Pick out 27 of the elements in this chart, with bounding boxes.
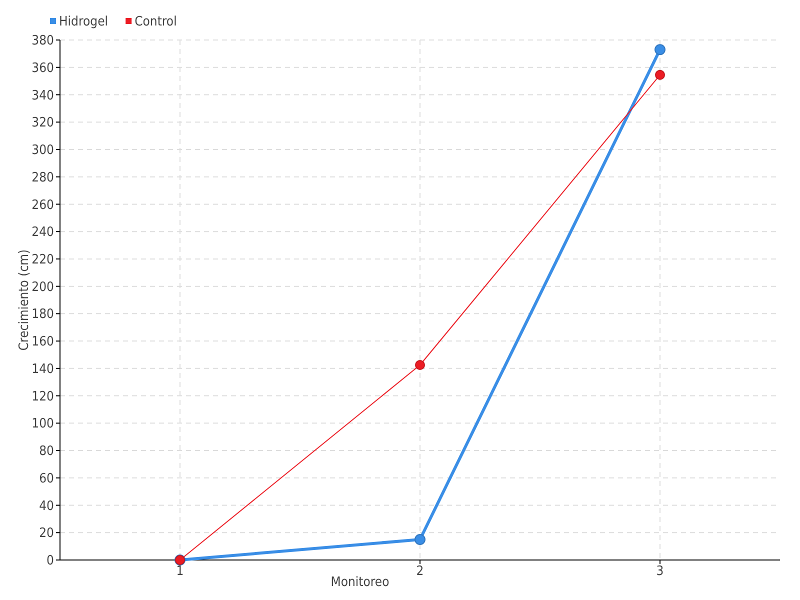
y-tick-label: 20 xyxy=(39,526,54,542)
y-tick-label: 120 xyxy=(32,389,54,404)
x-tick-label: 2 xyxy=(416,564,424,579)
y-tick-label: 320 xyxy=(32,116,54,131)
y-tick-label: 80 xyxy=(39,444,54,460)
y-tick-label: 0 xyxy=(46,554,54,569)
legend-label: Control xyxy=(134,14,177,30)
y-tick-label: 100 xyxy=(32,416,54,432)
y-tick-label: 180 xyxy=(32,307,54,322)
y-tick-label: 340 xyxy=(32,88,54,104)
y-tick-label: 360 xyxy=(32,60,54,76)
y-tick-label: 260 xyxy=(32,198,54,213)
y-tick-label: 220 xyxy=(32,252,54,268)
y-tick-label: 60 xyxy=(39,471,54,486)
x-axis-title: Monitoreo xyxy=(330,575,390,590)
y-tick-label: 200 xyxy=(32,280,54,295)
y-tick-label: 240 xyxy=(32,225,54,240)
y-tick-label: 140 xyxy=(32,362,54,377)
y-tick-label: 300 xyxy=(32,143,54,158)
y-tick-label: 380 xyxy=(32,34,54,49)
y-tick-label: 40 xyxy=(39,498,54,514)
x-tick-label: 3 xyxy=(656,564,664,579)
y-tick-label: 160 xyxy=(32,334,54,350)
x-tick-label: 1 xyxy=(176,564,184,579)
y-axis-title: Crecimiento (cm) xyxy=(17,249,32,351)
legend-label: Hidrogel xyxy=(59,14,108,30)
y-tick-label: 280 xyxy=(32,170,54,186)
